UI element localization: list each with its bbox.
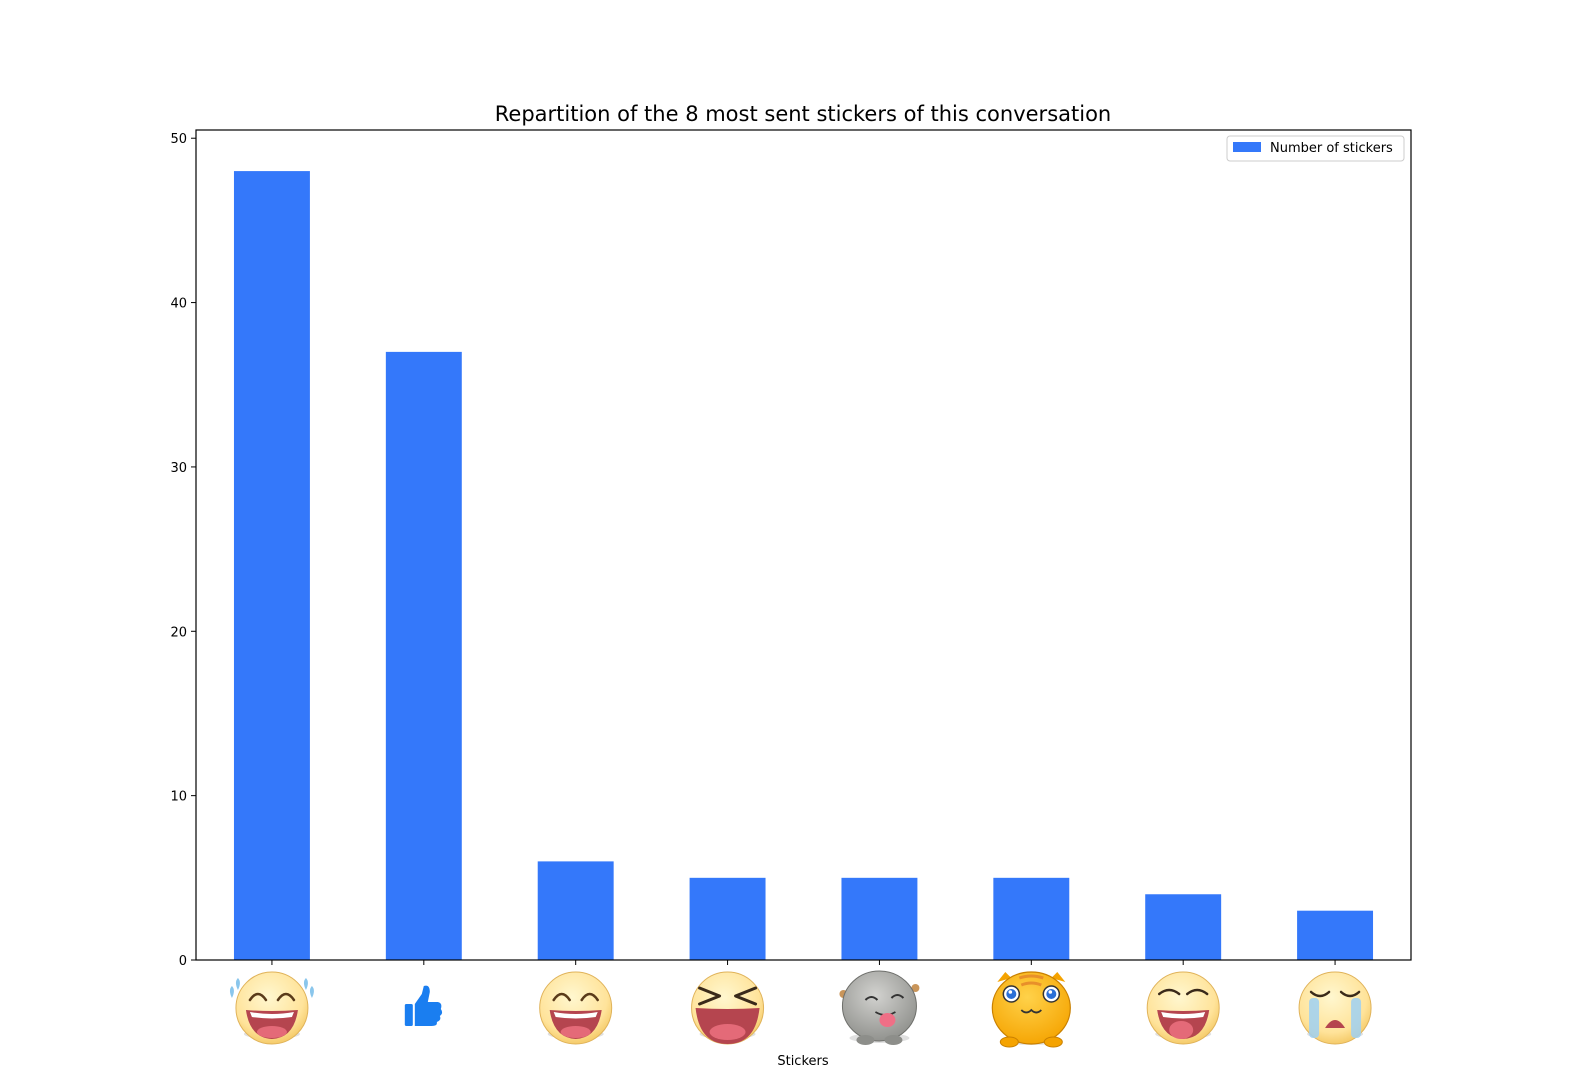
- y-tick-label: 10: [170, 790, 187, 805]
- crying-face-sticker: [1298, 971, 1372, 1045]
- legend-box: [1226, 135, 1405, 162]
- bar-tongue-out-face-sticker: [1145, 894, 1222, 960]
- y-tick-label: 40: [170, 297, 187, 312]
- x-axis: [271, 960, 1336, 965]
- yellow-blob-sticker: [991, 971, 1071, 1048]
- bar-gray-blob-tongue-sticker: [841, 877, 918, 960]
- chart-title: Repartition of the 8 most sent stickers …: [495, 102, 1111, 126]
- x-axis-label: Stickers: [777, 1054, 829, 1069]
- bar-grinning-face-sticker: [537, 861, 614, 960]
- bar-crying-face-sticker: [1297, 910, 1374, 960]
- y-tick-label: 20: [170, 625, 187, 640]
- legend-label: Number of stickers: [1270, 141, 1393, 156]
- tongue-out-face-sticker: [1146, 971, 1220, 1045]
- squinting-laugh-sticker: [691, 971, 765, 1045]
- legend-swatch: [1233, 142, 1261, 152]
- plot-frame: [195, 129, 1412, 961]
- y-tick-label: 30: [170, 461, 187, 476]
- legend: Number of stickers: [1226, 135, 1405, 162]
- laughing-tears-sticker: [229, 971, 314, 1045]
- y-tick-label: 50: [170, 132, 187, 147]
- sticker-tick-images: [229, 970, 1372, 1048]
- y-tick-label: 0: [179, 954, 187, 969]
- gray-blob-tongue-sticker: [839, 970, 920, 1045]
- thumbs-up-sticker: [404, 985, 443, 1026]
- bar-yellow-blob-sticker: [993, 877, 1070, 960]
- bar-laughing-tears-sticker: [233, 171, 310, 960]
- grinning-face-sticker: [539, 971, 613, 1045]
- y-axis: 0 10 20 30 40 50: [170, 132, 196, 969]
- bar-squinting-laugh-sticker: [689, 877, 766, 960]
- bars-group: [233, 171, 1374, 960]
- bar-thumbs-up-sticker: [385, 351, 462, 960]
